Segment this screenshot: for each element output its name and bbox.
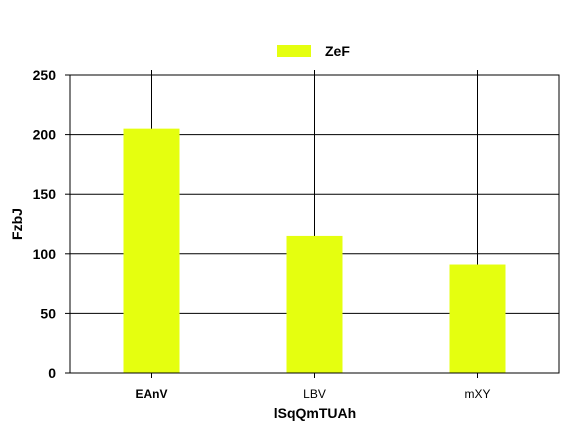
y-tick-label-150: 150 <box>33 186 57 202</box>
legend-swatch <box>277 45 311 57</box>
legend-label: ZeF <box>325 43 350 59</box>
bar-EAnV <box>123 128 180 373</box>
y-tick-label-100: 100 <box>33 246 57 262</box>
y-tick-label-250: 250 <box>33 67 57 83</box>
bar-LBV <box>286 235 343 373</box>
x-tick-label-LBV: LBV <box>303 387 326 401</box>
axes <box>65 74 560 378</box>
legend: ZeF <box>277 43 350 59</box>
y-tick-label-0: 0 <box>48 365 56 381</box>
x-tick-label-EAnV: EAnV <box>135 387 167 401</box>
y-tick-label-50: 50 <box>40 305 56 321</box>
y-axis-label: FzbJ <box>9 208 25 240</box>
x-axis-label: lSqQmTUAh <box>274 405 356 421</box>
x-tick-labels: EAnV LBV mXY <box>135 387 490 401</box>
y-tick-labels: 0 50 100 150 200 250 <box>33 67 57 381</box>
bars <box>123 128 506 373</box>
x-tick-label-mXY: mXY <box>464 387 490 401</box>
y-tick-label-200: 200 <box>33 127 57 143</box>
bar-mXY <box>449 264 506 373</box>
